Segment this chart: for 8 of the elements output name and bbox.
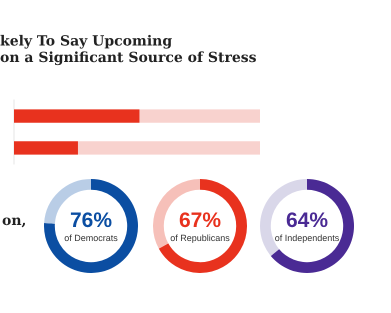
data-label: 67%	[178, 208, 222, 232]
text: of Republicans	[169, 233, 231, 243]
text: of Independents	[274, 233, 340, 243]
data-label: 76%	[70, 208, 112, 232]
text: on,	[2, 213, 28, 229]
data-label: 64%	[286, 208, 328, 232]
text: of Democrats	[63, 233, 119, 243]
chart-title: kely To Say Upcoming on a Significant Source of Stress	[0, 34, 257, 66]
